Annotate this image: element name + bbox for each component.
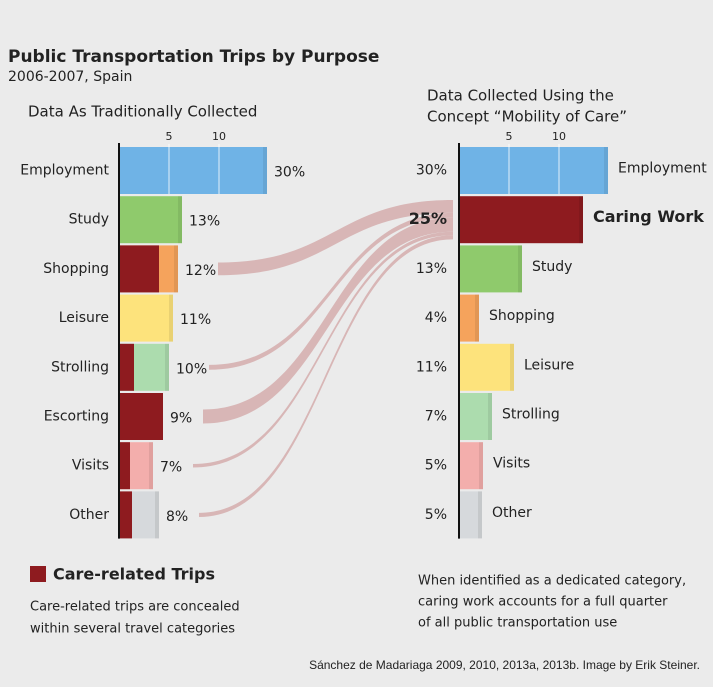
source: Sánchez de Madariaga 2009, 2010, 2013a, … [309, 658, 700, 672]
chart-title: Public Transportation Trips by Purpose [8, 47, 379, 67]
legend-label: Care-related Trips [53, 565, 215, 584]
bar [459, 294, 479, 342]
bar-shade [169, 294, 173, 342]
x-tick-label: 10 [212, 130, 226, 143]
panel-title: Data As Traditionally Collected [28, 103, 257, 121]
bar [459, 147, 608, 194]
category-label: Escorting [44, 409, 109, 425]
bar [119, 147, 267, 194]
value-label: 7% [425, 409, 447, 425]
value-label: 12% [185, 263, 216, 279]
category-label: Leisure [524, 357, 574, 373]
value-label: 7% [160, 460, 182, 476]
bar [459, 491, 482, 539]
category-label: Other [492, 505, 532, 521]
bar-shade [518, 245, 522, 293]
x-tick-label: 5 [506, 130, 513, 143]
bar [459, 442, 483, 490]
value-label: 30% [416, 163, 447, 179]
x-tick-label: 10 [552, 130, 566, 143]
category-label: Employment [618, 161, 707, 177]
bar [119, 294, 173, 342]
value-label: 11% [416, 359, 447, 375]
care-bar [119, 343, 134, 391]
bar-shade [174, 245, 178, 293]
value-label: 13% [189, 214, 220, 230]
note: When identified as a dedicated category, [418, 574, 686, 589]
value-label: 30% [274, 165, 305, 181]
category-label: Study [69, 212, 109, 228]
flow [203, 217, 453, 424]
category-label: Strolling [502, 407, 560, 423]
bar-shade [165, 343, 169, 391]
note: Care-related trips are concealed [30, 600, 240, 615]
value-label: 5% [425, 507, 447, 523]
category-label: Leisure [59, 310, 109, 326]
x-tick-label: 5 [166, 130, 173, 143]
value-label: 8% [166, 509, 188, 525]
flow [218, 200, 453, 276]
bar [459, 393, 492, 440]
category-label: Visits [493, 456, 530, 472]
bar-shade [178, 196, 182, 244]
bar [459, 343, 514, 391]
bar-shade [149, 442, 153, 490]
category-label: Caring Work [593, 207, 704, 226]
bar-shade [263, 147, 267, 194]
bar-shade [479, 442, 483, 490]
value-label: 10% [176, 361, 207, 377]
bar-shade [155, 491, 159, 539]
note: caring work accounts for a full quarter [418, 595, 668, 610]
note: of all public transportation use [418, 616, 617, 631]
bar-shade [604, 147, 608, 194]
value-label: 9% [170, 411, 192, 427]
value-label: 11% [180, 312, 211, 328]
category-label: Visits [72, 458, 109, 474]
care-bar [119, 393, 163, 440]
flow [193, 231, 453, 468]
bar-shade [478, 491, 482, 539]
value-label: 4% [425, 310, 447, 326]
bar [119, 196, 182, 244]
panel-title: Concept “Mobility of Care” [427, 108, 627, 126]
bar [459, 196, 583, 244]
bar-shade [510, 343, 514, 391]
value-label: 25% [409, 209, 447, 228]
flow [199, 235, 453, 517]
care-bar [119, 491, 132, 539]
chart-subtitle: 2006-2007, Spain [8, 69, 132, 85]
category-label: Employment [20, 163, 109, 179]
value-label: 13% [416, 261, 447, 277]
care-bar [119, 442, 130, 490]
panel-title: Data Collected Using the [427, 87, 614, 105]
category-label: Shopping [43, 261, 109, 277]
bar-shade [475, 294, 479, 342]
category-label: Shopping [489, 308, 555, 324]
category-label: Study [532, 259, 572, 275]
value-label: 5% [425, 458, 447, 474]
bar [459, 245, 522, 293]
care-bar [119, 245, 159, 293]
bar-shade [579, 196, 583, 244]
category-label: Strolling [51, 359, 109, 375]
legend-swatch [30, 566, 46, 582]
note: within several travel categories [30, 622, 235, 637]
bar-shade [488, 393, 492, 440]
flow [209, 212, 453, 370]
category-label: Other [69, 507, 109, 523]
